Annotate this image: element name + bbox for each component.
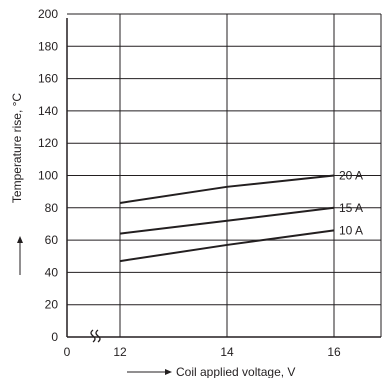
series-label: 15 A (339, 201, 363, 215)
y-tick-label: 120 (38, 136, 58, 150)
y-tick-labels: 0 20 40 60 80 100 120 140 160 180 200 (38, 7, 58, 344)
x-axis-title-arrow-icon (165, 369, 172, 375)
x-axis-title: Coil applied voltage, V (176, 365, 295, 378)
x-tick-label: 16 (327, 345, 341, 359)
x-axis-break-icon (90, 329, 101, 343)
x-tick-label: 0 (64, 345, 71, 359)
y-tick-label: 60 (45, 233, 59, 247)
y-tick-label: 80 (45, 201, 59, 215)
series-line (119, 174, 335, 204)
series-lines (119, 174, 335, 263)
y-tick-label: 100 (38, 169, 58, 183)
x-tick-label: 12 (113, 345, 127, 359)
y-tick-label: 200 (38, 7, 58, 21)
y-tick-label: 160 (38, 72, 58, 86)
y-tick-label: 40 (45, 265, 59, 279)
series-labels: 20 A 15 A 10 A (339, 169, 363, 238)
y-tick-label: 140 (38, 104, 58, 118)
x-tick-label: 14 (220, 345, 234, 359)
y-axis-title-arrow-icon (17, 236, 23, 243)
series-label: 20 A (339, 169, 363, 183)
y-tick-label: 180 (38, 39, 58, 53)
x-axis-title-group: Coil applied voltage, V (127, 365, 295, 378)
y-tick-label: 20 (45, 298, 59, 312)
y-axis-title: Temperature rise, °C (10, 93, 24, 204)
x-tick-labels: 0 12 14 16 (64, 345, 341, 359)
y-axis-title-group: Temperature rise, °C (10, 93, 24, 275)
series-line (119, 206, 335, 235)
series-label: 10 A (339, 223, 363, 237)
y-tick-label: 0 (51, 330, 58, 344)
series-line (119, 229, 335, 263)
axes (66, 13, 382, 338)
